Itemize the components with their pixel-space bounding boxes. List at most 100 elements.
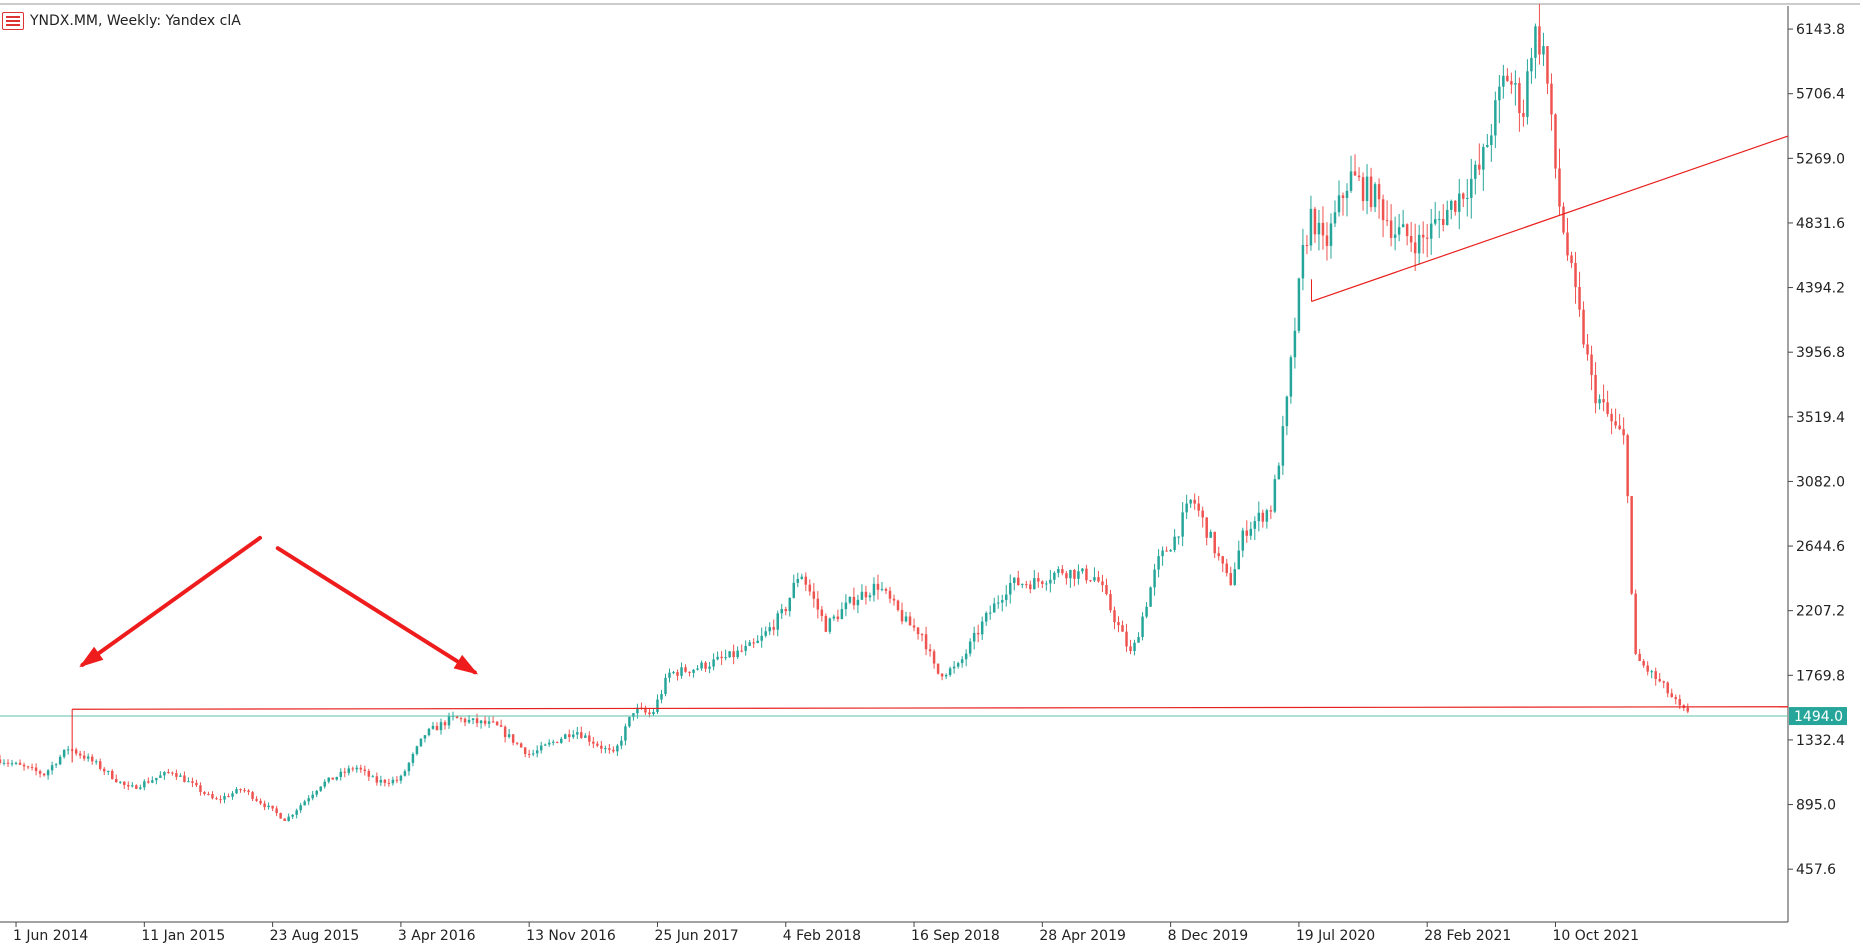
time-tick-label: 13 Nov 2016 bbox=[526, 928, 616, 944]
bear-candle bbox=[816, 598, 820, 610]
bull-candle bbox=[748, 642, 751, 646]
bear-candle bbox=[74, 749, 78, 754]
bull-candle bbox=[131, 785, 134, 787]
bull-candle bbox=[179, 775, 182, 777]
bear-candle bbox=[932, 651, 936, 664]
bear-candle bbox=[1578, 287, 1581, 310]
bear-candle bbox=[1686, 707, 1690, 712]
price-tick-label: 3082.0 bbox=[1796, 474, 1845, 490]
bear-candle bbox=[1085, 568, 1088, 581]
bear-candle bbox=[503, 726, 507, 738]
bear-candle bbox=[1626, 435, 1629, 497]
bull-candle bbox=[439, 722, 443, 731]
bear-candle bbox=[1261, 512, 1265, 522]
bull-candle bbox=[411, 753, 415, 763]
bull-candle bbox=[992, 603, 996, 613]
bull-candle bbox=[1293, 330, 1297, 358]
bull-candle bbox=[1000, 600, 1004, 603]
bull-candle bbox=[1365, 176, 1369, 202]
bull-candle bbox=[1173, 536, 1176, 551]
bull-candle bbox=[143, 781, 146, 788]
bull-candle bbox=[119, 781, 122, 783]
bear-candle bbox=[1574, 263, 1577, 288]
price-tick-label: 895.0 bbox=[1796, 798, 1836, 814]
bear-candle bbox=[1225, 563, 1228, 574]
bear-candle bbox=[1646, 665, 1649, 672]
bear-candle bbox=[924, 634, 928, 650]
bear-candle bbox=[1193, 499, 1196, 504]
bull-candle bbox=[2, 762, 6, 764]
bear-candle bbox=[30, 766, 34, 768]
bull-candle bbox=[323, 781, 326, 787]
bear-candle bbox=[1017, 577, 1020, 586]
price-tick-label: 1332.4 bbox=[1796, 733, 1845, 749]
bear-candle bbox=[976, 632, 980, 635]
bull-candle bbox=[696, 668, 699, 670]
bull-candle bbox=[764, 631, 767, 636]
bear-candle bbox=[123, 781, 126, 786]
time-tick-label: 11 Jan 2015 bbox=[141, 928, 225, 944]
bull-candle bbox=[1285, 396, 1289, 427]
bear-candle bbox=[688, 671, 691, 673]
bull-candle bbox=[1281, 426, 1285, 466]
bear-candle bbox=[892, 598, 896, 601]
bull-candle bbox=[744, 645, 747, 651]
bull-candle bbox=[1309, 208, 1313, 246]
bull-candle bbox=[319, 786, 322, 791]
bull-candle bbox=[728, 651, 731, 658]
bull-candle bbox=[58, 756, 62, 765]
bear-candle bbox=[808, 584, 812, 592]
bull-candle bbox=[1474, 164, 1477, 179]
bear-candle bbox=[608, 748, 611, 750]
bear-candle bbox=[676, 672, 679, 676]
bear-candle bbox=[26, 766, 30, 768]
bear-candle bbox=[435, 725, 439, 731]
bull-candle bbox=[988, 612, 992, 614]
bear-candle bbox=[455, 715, 459, 719]
bear-candle bbox=[491, 721, 495, 723]
bear-candle bbox=[351, 768, 355, 770]
bear-candle bbox=[78, 753, 82, 756]
bear-candle bbox=[1638, 653, 1641, 661]
bear-candle bbox=[499, 725, 503, 727]
bull-candle bbox=[856, 599, 860, 606]
bear-candle bbox=[1518, 83, 1521, 114]
bull-candle bbox=[1397, 227, 1401, 235]
bull-candle bbox=[1498, 86, 1501, 101]
time-tick-label: 10 Oct 2021 bbox=[1552, 928, 1639, 944]
bear-candle bbox=[527, 753, 531, 755]
bull-candle bbox=[700, 662, 703, 669]
bear-candle bbox=[203, 792, 206, 794]
bear-candle bbox=[90, 756, 94, 762]
bear-candle bbox=[463, 718, 467, 723]
bull-candle bbox=[94, 761, 98, 763]
bear-candle bbox=[824, 615, 828, 632]
bear-candle bbox=[247, 790, 250, 793]
bull-candle bbox=[155, 777, 158, 781]
bear-candle bbox=[1550, 83, 1553, 115]
time-tick-label: 19 Jul 2020 bbox=[1296, 928, 1375, 944]
bull-candle bbox=[1277, 465, 1281, 480]
bear-candle bbox=[1622, 429, 1625, 436]
bull-candle bbox=[692, 669, 695, 673]
time-tick-label: 1 Jun 2014 bbox=[13, 928, 88, 944]
bull-candle bbox=[1458, 193, 1461, 212]
bull-candle bbox=[423, 735, 427, 739]
bull-candle bbox=[1301, 244, 1305, 279]
bear-candle bbox=[1566, 232, 1569, 256]
annotation-arrow-head bbox=[79, 646, 104, 668]
bull-candle bbox=[776, 613, 779, 630]
bull-candle bbox=[335, 776, 338, 780]
bear-candle bbox=[519, 743, 523, 748]
bear-candle bbox=[215, 798, 218, 800]
bull-candle bbox=[267, 805, 270, 808]
current-price-badge bbox=[1789, 707, 1847, 726]
bear-candle bbox=[1097, 577, 1100, 582]
bear-candle bbox=[1582, 309, 1585, 345]
bull-candle bbox=[1009, 582, 1012, 595]
bull-candle bbox=[86, 756, 90, 759]
chart-window-icon[interactable] bbox=[2, 12, 24, 30]
bear-candle bbox=[1409, 236, 1413, 243]
bear-candle bbox=[22, 764, 26, 767]
